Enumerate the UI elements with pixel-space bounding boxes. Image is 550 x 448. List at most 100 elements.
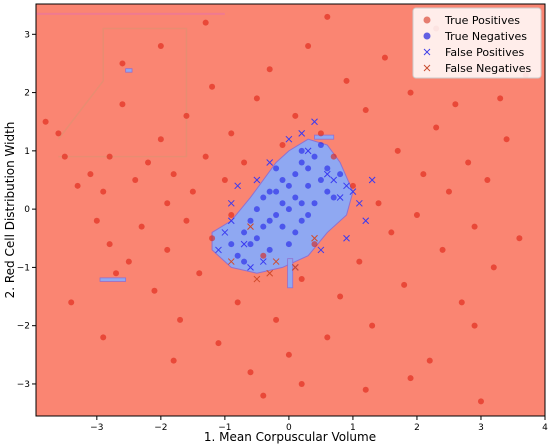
false-positives-stroke	[227, 217, 235, 225]
true-positives-point	[196, 270, 203, 277]
true-positives-point	[234, 299, 241, 306]
true-negatives-point	[228, 241, 235, 248]
axes: −3 −2 −1 0 1 2 3 4 −3 −2 −1 0 1 2 3	[17, 3, 548, 433]
false-positives-point	[240, 240, 248, 248]
true-positives-point	[170, 357, 177, 364]
false-positives-point	[234, 182, 242, 190]
false-negatives-stroke	[253, 275, 261, 283]
true-positives-point	[305, 42, 312, 49]
true-negatives-point	[260, 223, 267, 230]
false-positives-stroke	[304, 147, 312, 155]
true-positives-point	[119, 101, 126, 108]
true-positives-point	[68, 299, 75, 306]
false-positives-stroke	[343, 234, 350, 242]
blue-region-fragment	[287, 258, 294, 289]
x-tick-label: −2	[154, 423, 167, 433]
false-positives-stroke	[234, 182, 242, 190]
true-positives-point	[465, 159, 472, 166]
true-positives-point	[477, 398, 484, 405]
true-positives-point	[375, 200, 382, 207]
false-positives-point	[317, 246, 325, 254]
false-negatives-stroke	[247, 223, 254, 230]
true-positives-point	[317, 130, 324, 137]
true-positives-point	[61, 153, 68, 160]
true-positives-point	[388, 229, 395, 236]
y-tick-label: −1	[17, 263, 30, 273]
true-positives-point	[381, 54, 388, 61]
true-positives-point	[164, 200, 171, 207]
true-positives-point	[157, 42, 164, 49]
true-positives-point	[484, 176, 491, 183]
legend-marker-stroke	[423, 64, 431, 72]
true-positives-point	[490, 264, 497, 271]
true-positives-point	[285, 351, 292, 358]
true-positives-point	[132, 176, 139, 183]
legend-label-false-negatives: False Negatives	[445, 62, 531, 75]
false-positives-stroke	[227, 199, 235, 207]
true-negatives-point	[305, 211, 312, 218]
true-positives-point	[452, 101, 459, 108]
true-negatives-point	[279, 223, 286, 230]
true-positives-point	[93, 217, 100, 224]
x-tick-label: 2	[414, 423, 420, 433]
legend-marker-false-positives	[423, 48, 431, 56]
x-tick-label: 3	[478, 423, 484, 433]
true-negatives-point	[292, 229, 299, 236]
y-tick-label: 2	[24, 89, 30, 99]
true-positives-point	[330, 153, 337, 160]
true-negatives-point	[241, 258, 248, 265]
false-positives-point	[253, 176, 261, 184]
true-negatives-point	[266, 246, 273, 253]
false-positives-stroke	[323, 170, 331, 178]
true-negatives-point	[253, 235, 260, 242]
x-tick-label: 4	[542, 423, 548, 433]
true-positives-point	[113, 270, 120, 277]
true-positives-point	[260, 252, 267, 259]
legend-label-true-positives: True Positives	[444, 14, 520, 27]
true-negatives-point	[285, 206, 292, 213]
true-positives-point	[42, 118, 49, 125]
false-positives-stroke	[266, 159, 274, 166]
true-positives-point	[145, 159, 152, 166]
true-positives-point	[324, 334, 331, 341]
true-positives-point	[170, 171, 177, 178]
false-negatives-point	[253, 275, 261, 283]
faint-region-outline	[57, 27, 188, 158]
false-positives-point	[343, 234, 350, 242]
true-negatives-point	[266, 188, 273, 195]
true-negatives-point	[330, 194, 337, 201]
true-positives-point	[426, 357, 433, 364]
true-positives-point	[189, 188, 196, 195]
true-negatives-point	[317, 142, 324, 149]
true-positives-point	[362, 386, 369, 393]
true-positives-point	[221, 176, 228, 183]
false-positives-point	[355, 199, 363, 207]
true-positives-point	[241, 159, 248, 166]
y-tick-label: −3	[17, 380, 30, 390]
true-positives-point	[503, 136, 510, 143]
true-positives-point	[439, 246, 446, 253]
false-positives-point	[368, 176, 376, 184]
true-negatives-point	[311, 153, 318, 160]
true-negatives-point	[305, 165, 312, 172]
true-positives-point	[247, 369, 254, 376]
false-negatives-point	[291, 264, 299, 271]
false-positives-stroke	[368, 176, 376, 184]
true-negatives-point	[317, 176, 324, 183]
true-negatives-point	[273, 165, 280, 172]
false-negatives-stroke	[291, 264, 299, 271]
x-tick-label: 1	[350, 423, 356, 433]
false-positives-point	[343, 182, 350, 190]
y-tick-label: 3	[24, 30, 30, 40]
true-positives-point	[87, 171, 94, 178]
true-positives-point	[362, 107, 369, 114]
true-positives-point	[106, 153, 113, 160]
true-positives-point	[253, 95, 260, 102]
legend-marker-true-negatives	[423, 32, 431, 40]
legend-label-true-negatives: True Negatives	[444, 30, 527, 43]
true-positives-point	[100, 334, 107, 341]
plot-frame	[35, 3, 546, 417]
false-positives-point	[330, 176, 338, 184]
false-negatives-point	[247, 223, 254, 230]
true-negatives-point	[298, 159, 305, 166]
